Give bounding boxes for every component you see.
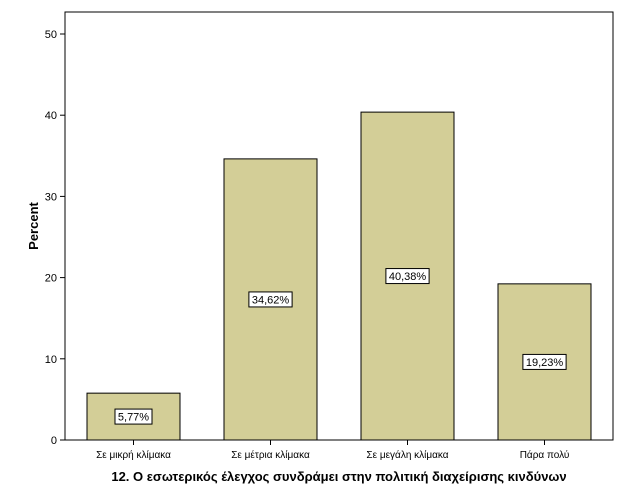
data-label-box [522,353,567,370]
y-tick-label: 40 [45,110,57,122]
y-axis: 0 10 20 30 40 50 [45,29,65,447]
x-axis-title: 12. Ο εσωτερικός έλεγχος συνδράμει στην … [111,469,566,484]
y-tick-label: 30 [45,191,57,203]
data-label-box [114,408,153,425]
x-tick-label: Σε μεγάλη κλίμακα [366,449,448,461]
data-label: 34,62% [252,294,290,306]
y-tick-label: 20 [45,273,57,285]
y-tick-label: 0 [51,435,57,447]
data-label-box [385,268,430,285]
x-axis: Σε μικρή κλίμακα Σε μέτρια κλίμακα Σε μεγά… [96,440,569,461]
data-label: 40,38% [389,271,427,283]
bars-layer: 5,77% 34,62% 40,38% 19,23% [86,111,592,441]
x-tick-label: Σε μέτρια κλίμακα [231,449,310,461]
data-label-box [248,291,293,308]
x-tick-label: Σε μικρή κλίμακα [96,449,171,461]
y-tick-label: 10 [45,354,57,366]
x-tick-label: Πάρα πολύ [520,449,570,461]
y-tick-label: 50 [45,29,57,41]
data-label: 5,77% [118,412,149,424]
data-label: 19,23% [526,357,564,369]
y-axis-title: Percent [26,201,41,249]
